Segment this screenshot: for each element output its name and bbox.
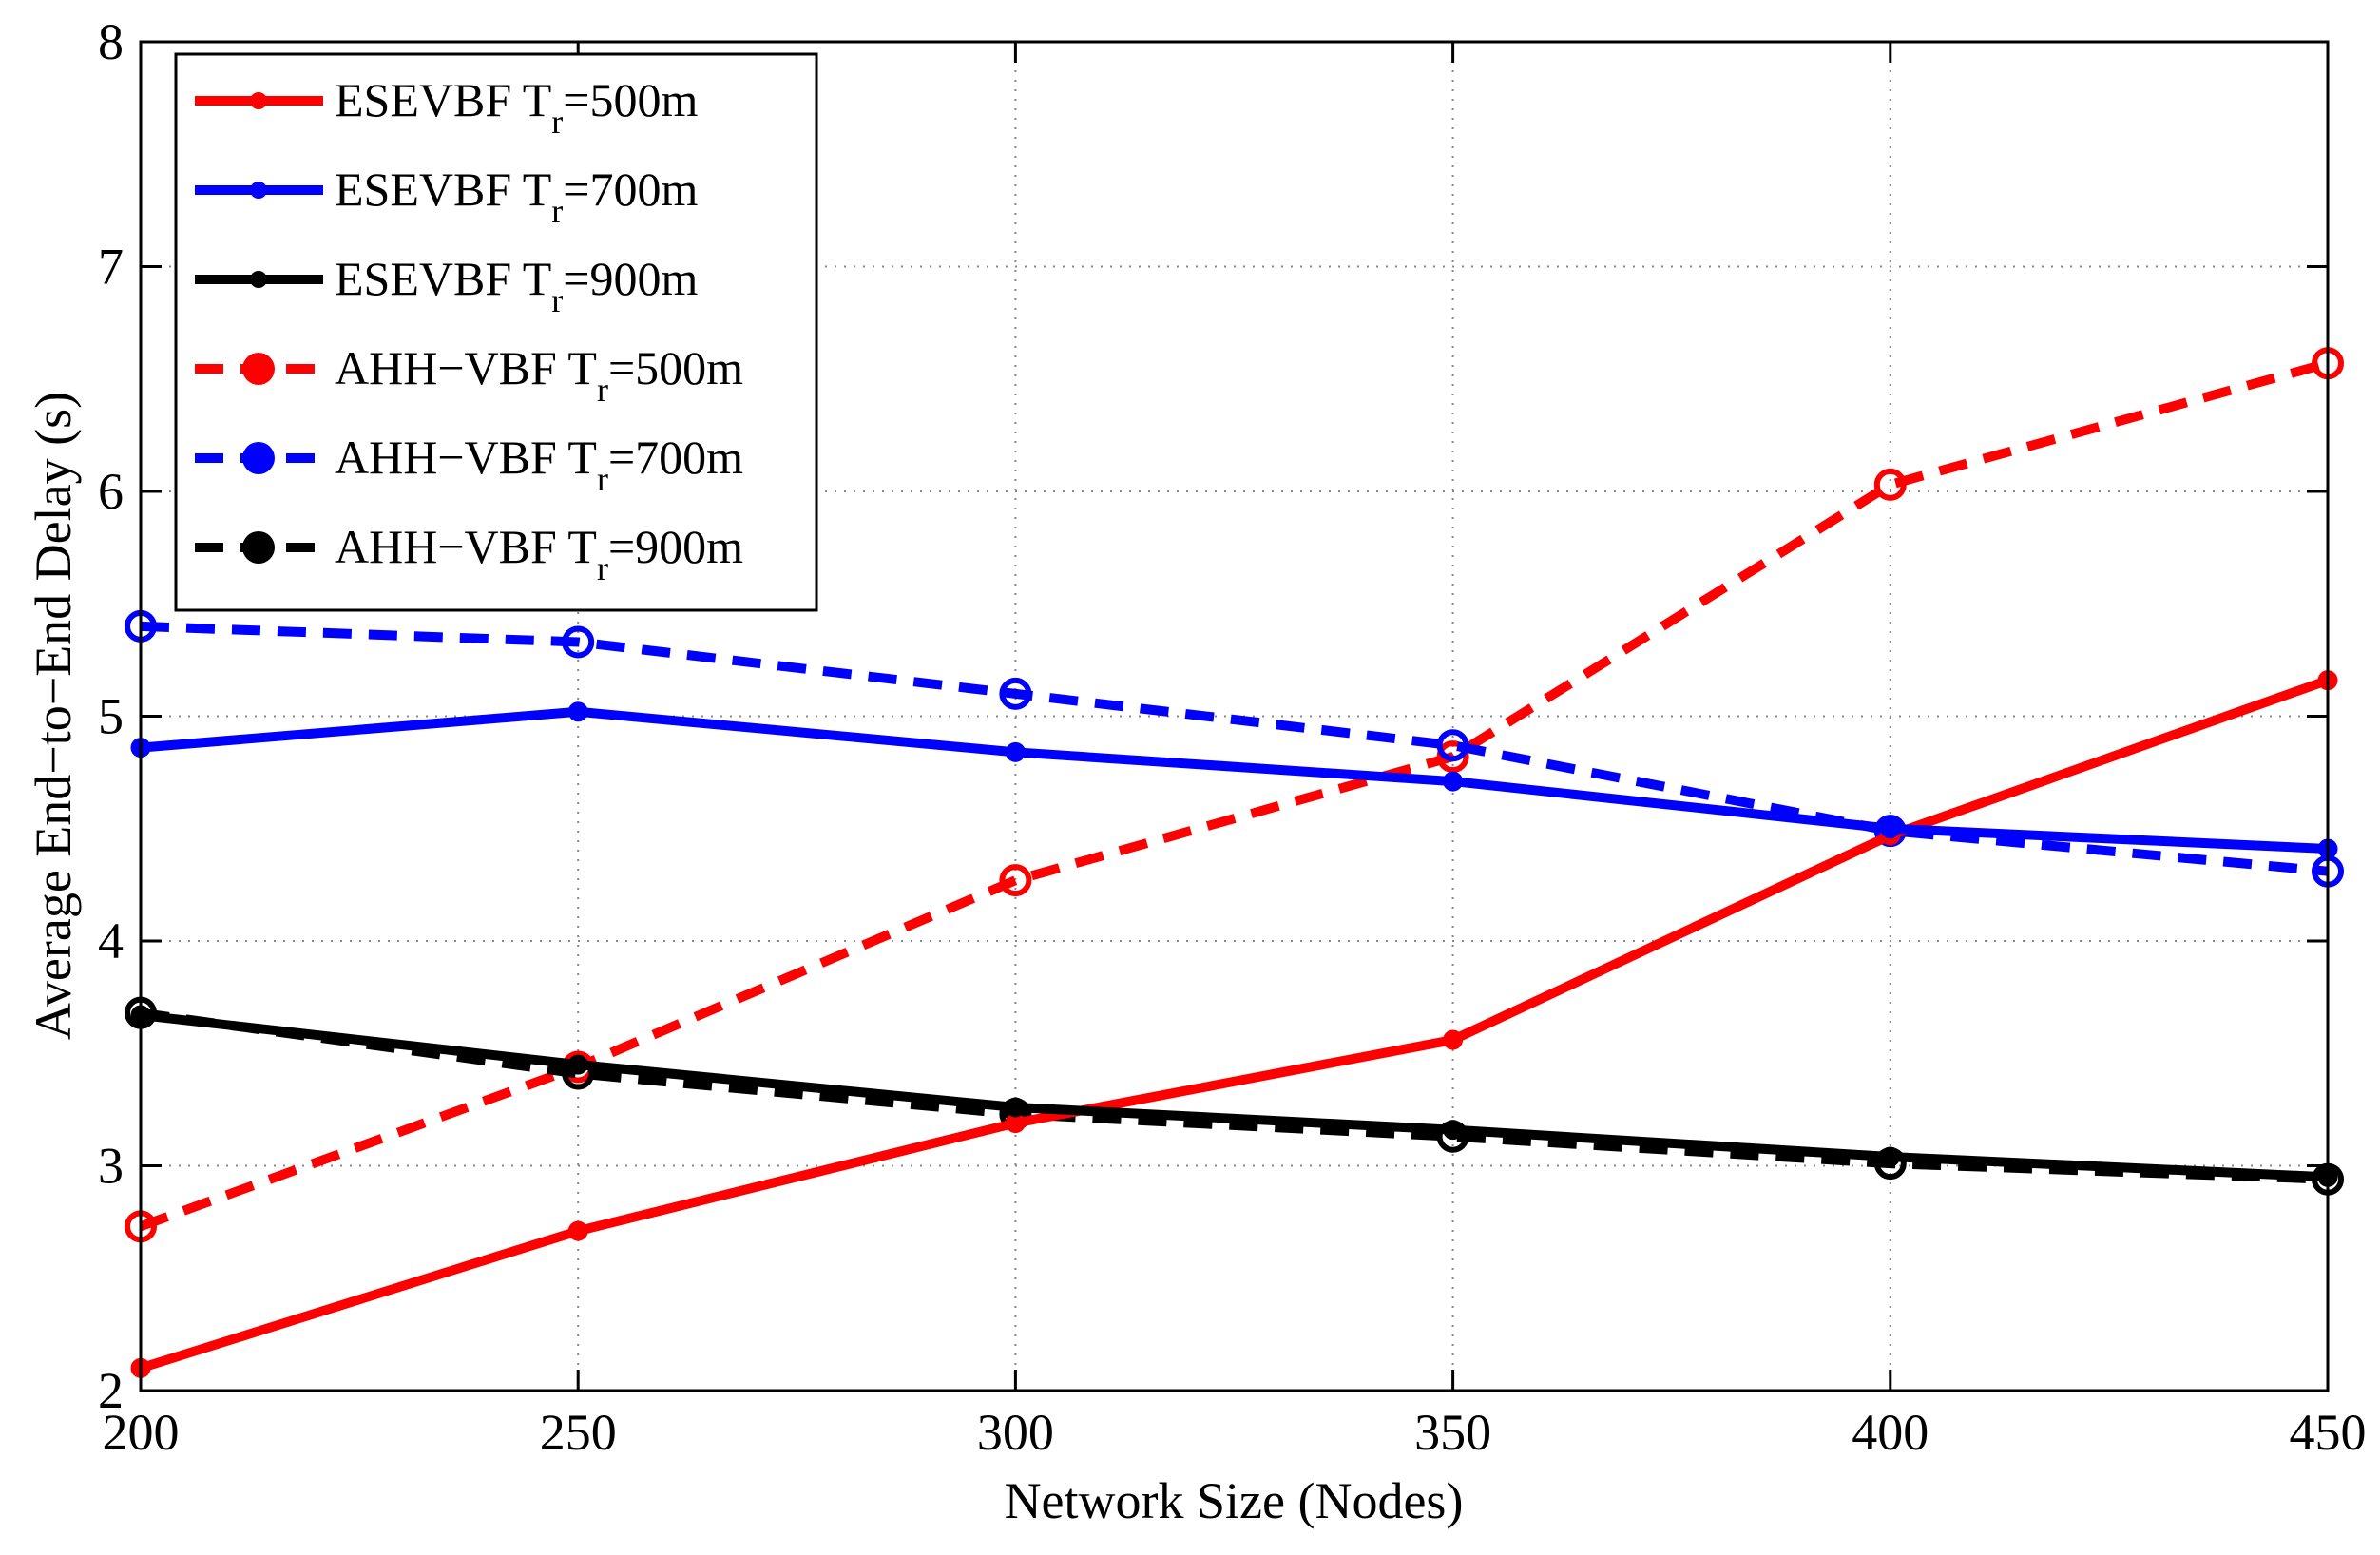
legend-marker — [250, 182, 267, 199]
data-point — [1436, 729, 1469, 762]
x-tick-label: 200 — [103, 1404, 180, 1461]
y-tick-label: 8 — [98, 13, 124, 70]
data-point — [999, 677, 1032, 710]
tick-labels: 200 250 300 350 400 450 2 3 4 5 6 7 8 — [98, 13, 2367, 1461]
data-point — [1880, 818, 1901, 839]
series-line — [139, 358, 2330, 1232]
series-line — [140, 1010, 2329, 1182]
legend-marker — [242, 353, 275, 385]
legend-entry-5: AHH−VBF Tr=700m — [195, 431, 743, 498]
legend-label: AHH−VBF Tr=700m — [335, 431, 743, 498]
legend-entry-6: AHH−VBF Tr=900m — [195, 520, 743, 587]
data-point — [999, 864, 1032, 897]
data-point — [1443, 771, 1464, 792]
x-tick-label: 250 — [540, 1404, 617, 1461]
y-axis-title: Average End−to−End Delay (s) — [25, 392, 82, 1040]
y-tick-label: 6 — [98, 463, 124, 520]
series-layer — [125, 347, 2344, 1378]
y-tick-label: 5 — [98, 688, 124, 745]
legend-entry-1: ESEVBF Tr=500m — [195, 73, 698, 141]
data-point — [1880, 1146, 1901, 1167]
data-point — [1436, 740, 1469, 774]
legend-label: ESEVBF Tr=500m — [335, 73, 698, 141]
series-line — [139, 675, 2330, 1373]
legend-marker — [250, 92, 267, 109]
data-point — [1443, 1120, 1464, 1141]
data-point — [1443, 1029, 1464, 1050]
legend-marker — [250, 271, 267, 288]
x-tick-label: 450 — [2290, 1404, 2367, 1461]
series-line — [140, 1008, 2329, 1184]
legend-entry-3: ESEVBF Tr=900m — [195, 252, 698, 319]
legend-label: ESEVBF Tr=900m — [335, 252, 698, 319]
series-3 — [130, 1005, 2338, 1187]
y-tick-label: 3 — [98, 1138, 124, 1195]
x-axis-title: Network Size (Nodes) — [1005, 1472, 1464, 1529]
data-point — [1005, 741, 1026, 762]
series-line — [140, 706, 2329, 854]
data-point — [1005, 1097, 1026, 1118]
series-line — [140, 621, 2329, 876]
y-tick-label: 2 — [98, 1362, 124, 1419]
x-tick-label: 400 — [1852, 1404, 1929, 1461]
legend-entry-2: ESEVBF Tr=700m — [195, 163, 698, 230]
series-2 — [130, 701, 2338, 859]
y-tick-label: 4 — [98, 912, 124, 969]
y-tick-label: 7 — [98, 239, 124, 296]
legend-label: ESEVBF Tr=700m — [335, 163, 698, 230]
data-point — [1873, 468, 1907, 501]
legend-entry-4: AHH−VBF Tr=500m — [195, 341, 743, 409]
legend-marker — [242, 442, 275, 474]
ticks — [139, 40, 2330, 1392]
data-point — [567, 701, 588, 722]
data-point — [567, 1220, 588, 1241]
data-point — [567, 1054, 588, 1075]
data-point — [562, 625, 595, 659]
legend-box — [174, 52, 818, 612]
legend-label: AHH−VBF Tr=500m — [335, 341, 743, 409]
legend: ESEVBF Tr=500m ESEVBF Tr=700m ESEVBF Tr=90… — [174, 52, 818, 612]
x-tick-label: 350 — [1414, 1404, 1491, 1461]
legend-marker — [242, 531, 275, 564]
x-tick-label: 300 — [977, 1404, 1054, 1461]
legend-label: AHH−VBF Tr=900m — [335, 520, 743, 587]
